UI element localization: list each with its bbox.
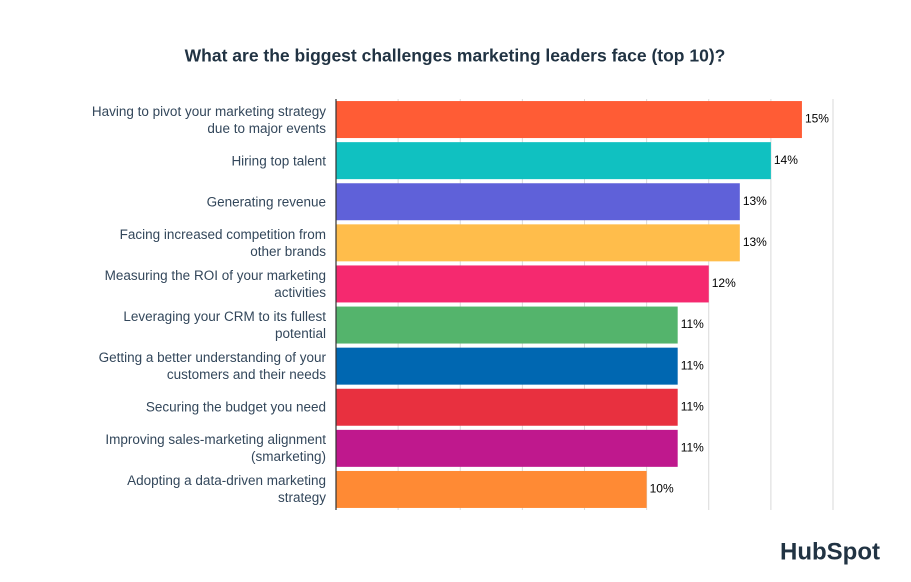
- y-tick-label: Adopting a data-driven marketing strateg…: [127, 473, 326, 506]
- y-tick-label: Measuring the ROI of your marketing acti…: [104, 267, 326, 300]
- bar: [336, 265, 709, 303]
- value-label: 11%: [681, 358, 704, 372]
- bar: [336, 347, 678, 385]
- bar: [336, 470, 647, 508]
- y-tick-label: Securing the budget you need: [145, 399, 326, 415]
- bar: [336, 306, 678, 344]
- bar: [336, 388, 678, 426]
- y-tick-label: Having to pivot your marketing strategy …: [91, 103, 326, 136]
- bar: [336, 224, 740, 262]
- value-label: 13%: [743, 194, 767, 208]
- value-label: 11%: [681, 441, 704, 455]
- y-tick-label: Facing increased competition from other …: [119, 226, 326, 259]
- y-tick-label: Leveraging your CRM to its fullest poten…: [123, 309, 326, 342]
- y-tick-label: Generating revenue: [206, 194, 326, 210]
- y-tick-label: Hiring top talent: [231, 153, 326, 169]
- chart-title: What are the biggest challenges marketin…: [185, 46, 726, 66]
- value-label: 11%: [681, 317, 704, 331]
- bar: [336, 183, 740, 221]
- bar: [336, 101, 802, 139]
- value-label: 11%: [681, 399, 704, 413]
- value-label: 15%: [805, 112, 829, 126]
- value-label: 12%: [712, 276, 736, 290]
- bar: [336, 429, 678, 467]
- value-label: 13%: [743, 235, 767, 249]
- value-label: 10%: [650, 482, 674, 496]
- value-label: 14%: [774, 153, 798, 167]
- y-tick-label: Improving sales-marketing alignment (sma…: [105, 432, 326, 465]
- bar: [336, 142, 771, 180]
- brand-logo: HubSpot: [780, 538, 880, 565]
- y-tick-label: Getting a better understanding of your c…: [98, 350, 326, 383]
